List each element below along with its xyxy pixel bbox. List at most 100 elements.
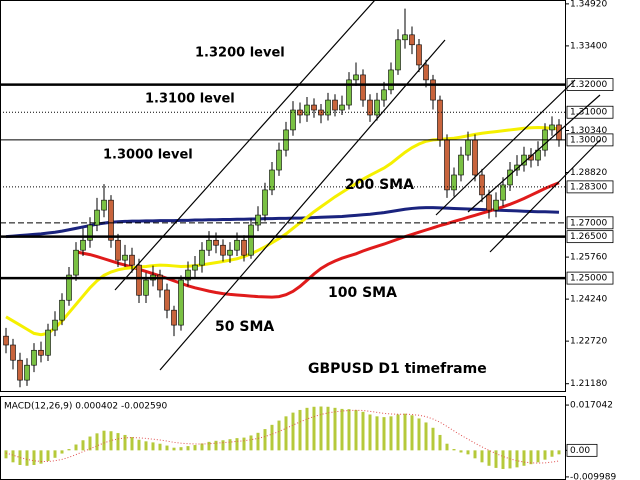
sma-label: 100 SMA (328, 285, 397, 301)
candle-body (444, 139, 450, 191)
candle-body (339, 104, 345, 111)
candle-body (3, 335, 9, 346)
macd-bar (207, 441, 211, 451)
macd-bar (326, 406, 330, 451)
macd-bar (515, 450, 519, 468)
candle-body (66, 274, 72, 301)
level-label-box (566, 271, 614, 285)
macd-bar (452, 449, 456, 451)
macd-bar (32, 450, 36, 465)
candle-body (31, 349, 37, 366)
sma-label: 50 SMA (215, 319, 274, 335)
macd-bar (508, 450, 512, 469)
level-label: 1.32000 (570, 80, 607, 90)
macd-bar (305, 407, 309, 451)
macd-bar (298, 409, 302, 451)
macd-bar (291, 412, 295, 451)
y-tick-label: 1.30340 (570, 126, 607, 136)
candle-body (346, 79, 352, 106)
annotation: 1.3000 level (103, 148, 193, 163)
candle-body (213, 239, 219, 246)
macd-bar (361, 411, 365, 451)
candle-body (241, 239, 247, 256)
level-label: 1.27000 (570, 218, 607, 228)
level-label-box (566, 216, 614, 230)
macd-bar (109, 431, 113, 451)
candle-body (24, 364, 30, 381)
y-tick-label: 1.34920 (570, 0, 607, 9)
candle-body (269, 169, 275, 191)
macd-bar (249, 435, 253, 451)
macd-bar (123, 434, 127, 451)
macd-bar (501, 450, 505, 469)
macd-bar (214, 440, 218, 451)
candle-body (409, 34, 415, 46)
price-pane: 1.34920 1.33400 1.30340 1.28820 1.25760 1.242… (0, 0, 614, 389)
candle-body (507, 169, 513, 186)
candle-body (402, 34, 408, 41)
macd-bar (466, 450, 470, 455)
channel-line (467, 94, 601, 213)
candle-body (192, 264, 198, 271)
macd-bar (81, 440, 85, 451)
candle-body (101, 199, 107, 211)
macd-bar (46, 450, 50, 461)
candle-body (451, 174, 457, 191)
macd-bar (438, 434, 442, 451)
macd-bar (424, 422, 428, 451)
level-label: 1.31000 (570, 108, 607, 118)
y-tick-label: 0.00 (570, 446, 590, 456)
macd-bar (130, 437, 134, 451)
candle-body (206, 239, 212, 251)
macd-bar (473, 450, 477, 459)
candle-body (80, 239, 86, 251)
candle-body (430, 79, 436, 101)
macd-bar (270, 424, 274, 451)
candle-body (514, 164, 520, 171)
candle-body (87, 224, 93, 241)
candle-body (290, 109, 296, 131)
channel-line (159, 39, 446, 371)
candle-body (381, 89, 387, 101)
candle-body (115, 239, 121, 261)
macd-bar (403, 413, 407, 451)
candle-body (500, 184, 506, 201)
candle-body (416, 44, 422, 66)
candle-body (157, 274, 163, 291)
candle-body (10, 344, 16, 361)
macd-bar (550, 450, 554, 457)
candle-body (367, 99, 373, 116)
macd-bar (522, 450, 526, 466)
macd-bar (256, 432, 260, 451)
macd-bar (347, 409, 351, 451)
level-label-box (566, 78, 614, 91)
candle-body (486, 194, 492, 211)
macd-bar (60, 450, 64, 454)
y-tick-label: 1.28820 (570, 168, 607, 178)
macd-bar (333, 407, 337, 451)
candle-body (178, 279, 184, 326)
price-frame (0, 0, 566, 392)
y-tick-label: 1.24240 (570, 295, 607, 305)
candle-body (374, 99, 380, 116)
macd-bar (557, 450, 561, 455)
candle-body (255, 214, 261, 226)
macd-bar (536, 450, 540, 463)
macd-bar (88, 436, 92, 451)
macd-bar (137, 439, 141, 451)
candle-body (262, 189, 268, 216)
macd-bar (242, 437, 246, 451)
macd-bar (431, 427, 435, 451)
annotations: 1.3200 level 1.3100 level 1.3000 level G… (103, 46, 487, 378)
candle-body (332, 99, 338, 111)
macd-bar (39, 450, 43, 464)
macd-bar (389, 416, 393, 451)
macd-bar (18, 450, 22, 465)
macd-bar (382, 417, 386, 451)
candle-body (199, 249, 205, 266)
candle-body (122, 254, 128, 261)
macd-bar (95, 433, 99, 451)
candle-body (129, 254, 135, 266)
